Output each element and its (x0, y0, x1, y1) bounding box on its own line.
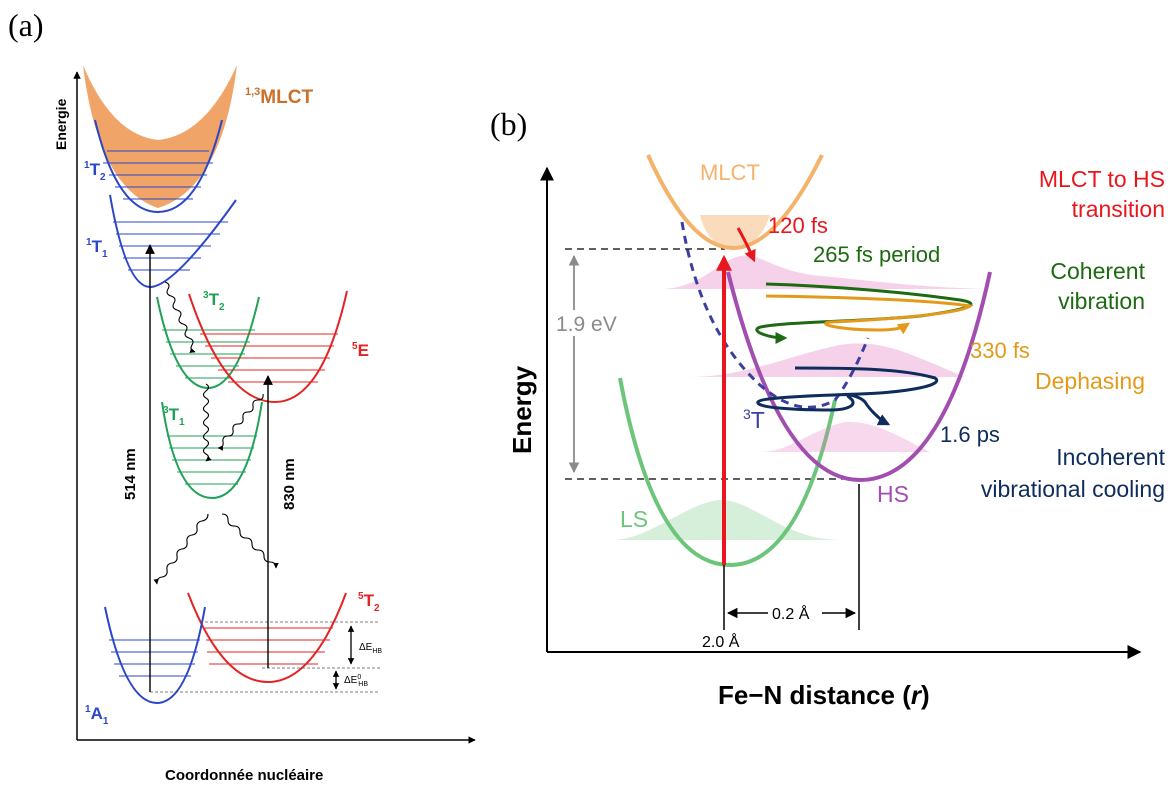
label-330fs: 330 fs (970, 338, 1030, 363)
label-3t: 3T (743, 406, 765, 433)
gap-label-bg (554, 310, 598, 336)
mlct-curve (646, 154, 824, 251)
well-3t1 (161, 401, 263, 500)
cooling-path-navy (756, 366, 939, 426)
mlct-band (83, 65, 237, 208)
hs-wavepacket-low (760, 421, 930, 452)
label-delta-hb: ΔEHB (359, 642, 382, 655)
well-1t2 (94, 119, 223, 214)
transfer-120fs-arrow (736, 227, 756, 263)
well-5e (188, 290, 348, 404)
levels-5t2 (205, 627, 333, 665)
hs-curve (726, 271, 992, 483)
label-incoherent-1: Incoherent (1056, 444, 1165, 470)
label-3t1: 3T1 (163, 405, 185, 428)
label-gap-energy: 1.9 eV (556, 313, 617, 336)
label-514: 514 nm (122, 448, 139, 500)
label-mlct-a: 1,3MLCT (245, 86, 313, 108)
label-5t2: 5T2 (358, 591, 380, 614)
dephasing-path-amber (765, 294, 974, 335)
delta-r-label-bg (768, 604, 822, 622)
levels-5e (200, 333, 338, 383)
label-delta0-hb: ΔE0 HB (344, 674, 368, 688)
panel-a-y-axis-label: Energie (53, 98, 69, 150)
label-3t2: 3T2 (203, 290, 225, 313)
hs-wavepacket-mid (690, 343, 965, 377)
label-830: 830 nm (281, 458, 298, 510)
levels-1t2 (103, 150, 213, 200)
levels-1t1 (113, 221, 228, 271)
relaxation-wavy-arrows (153, 281, 279, 585)
well-5t2 (187, 592, 347, 684)
panel-b-x-axis-label: Fe−N distance (r) (718, 680, 930, 710)
label-coherent-1: Coherent (1050, 258, 1145, 284)
label-delta-r: 0.2 Å (772, 604, 810, 623)
label-5e: 5E (352, 341, 369, 360)
label-mlct-to-hs-2: transition (1072, 196, 1165, 222)
label-incoherent-2: vibrational cooling (981, 476, 1165, 502)
panel-a: (a) Energie Coordonnée nucléaire 1,3MLCT… (8, 7, 476, 784)
label-1a1: 1A1 (85, 704, 109, 727)
ls-curve (618, 377, 837, 568)
label-1t1: 1T1 (86, 237, 108, 260)
label-120fs: 120 fs (768, 213, 828, 238)
mlct-fill (700, 215, 770, 248)
panel-b-tag: (b) (490, 106, 527, 142)
label-coherent-2: vibration (1058, 288, 1145, 314)
label-dephasing: Dephasing (1035, 368, 1145, 394)
hs-wavepacket-top (660, 255, 985, 289)
label-r-ls: 2.0 Å (702, 632, 740, 651)
label-1t2: 1T2 (84, 160, 106, 183)
label-265fs: 265 fs period (813, 242, 940, 267)
well-1a1 (104, 606, 206, 705)
label-ls: LS (620, 506, 648, 532)
panel-a-x-axis-label: Coordonnée nucléaire (165, 767, 323, 784)
label-16ps: 1.6 ps (940, 422, 1000, 447)
label-mlct-to-hs-1: MLCT to HS (1039, 166, 1165, 192)
panel-b-y-axis-label: Energy (507, 365, 537, 454)
label-hs: HS (877, 481, 909, 507)
panel-a-tag: (a) (8, 7, 44, 43)
levels-3t2 (162, 329, 255, 379)
levels-1a1 (109, 639, 200, 677)
panel-b: (b) Energy Fe−N distance (r) 1.9 eV LS H… (490, 106, 1166, 710)
levels-3t1 (167, 435, 257, 485)
label-mlct-b: MLCT (700, 160, 760, 185)
